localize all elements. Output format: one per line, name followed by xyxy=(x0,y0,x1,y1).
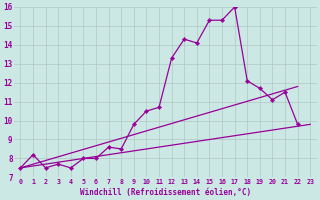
X-axis label: Windchill (Refroidissement éolien,°C): Windchill (Refroidissement éolien,°C) xyxy=(80,188,251,197)
